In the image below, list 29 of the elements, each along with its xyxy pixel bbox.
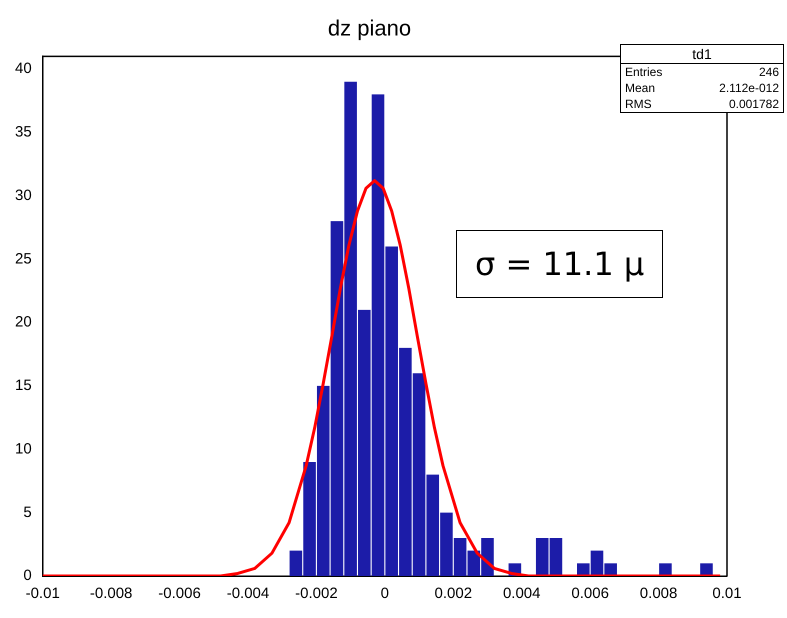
x-tick-label: 0.01 [712, 585, 742, 602]
y-tick-label: 30 [14, 186, 32, 204]
x-tick-label: 0 [380, 585, 390, 602]
chart-title: dz piano [328, 15, 412, 40]
text: 246 [758, 65, 779, 79]
x-tick-label: -0.002 [295, 585, 338, 602]
x-tick-label: -0.004 [226, 585, 270, 602]
y-tick-label: 15 [14, 377, 32, 394]
y-tick-label: 0 [23, 567, 32, 584]
annotation: td1 [621, 45, 783, 64]
x-tick-label: 0.004 [502, 585, 540, 602]
x-tick-label: -0.008 [90, 585, 132, 602]
annotation: σ = 11.1 μ [456, 230, 664, 298]
x-tick-label: -0.01 [26, 585, 60, 602]
x-tick-label: 0.002 [434, 585, 472, 602]
y-tick-label: 10 [14, 440, 32, 458]
x-tick-label: 0.008 [640, 585, 678, 602]
annotation: Mean [625, 81, 656, 95]
y-tick-label: 40 [14, 60, 32, 78]
annotation: Entries [625, 65, 662, 79]
y-tick-label: 25 [14, 250, 32, 268]
x-tick-label: -0.006 [158, 585, 201, 602]
x-tick-label: 0.006 [571, 585, 609, 602]
text: 0.001782 [728, 97, 779, 111]
annotation: 2.112e-012 [719, 81, 779, 95]
y-tick-label: 35 [14, 124, 32, 141]
y-tick-label: 20 [14, 314, 32, 331]
annotation: RMS [625, 97, 652, 111]
y-tick-label: 5 [23, 504, 32, 521]
